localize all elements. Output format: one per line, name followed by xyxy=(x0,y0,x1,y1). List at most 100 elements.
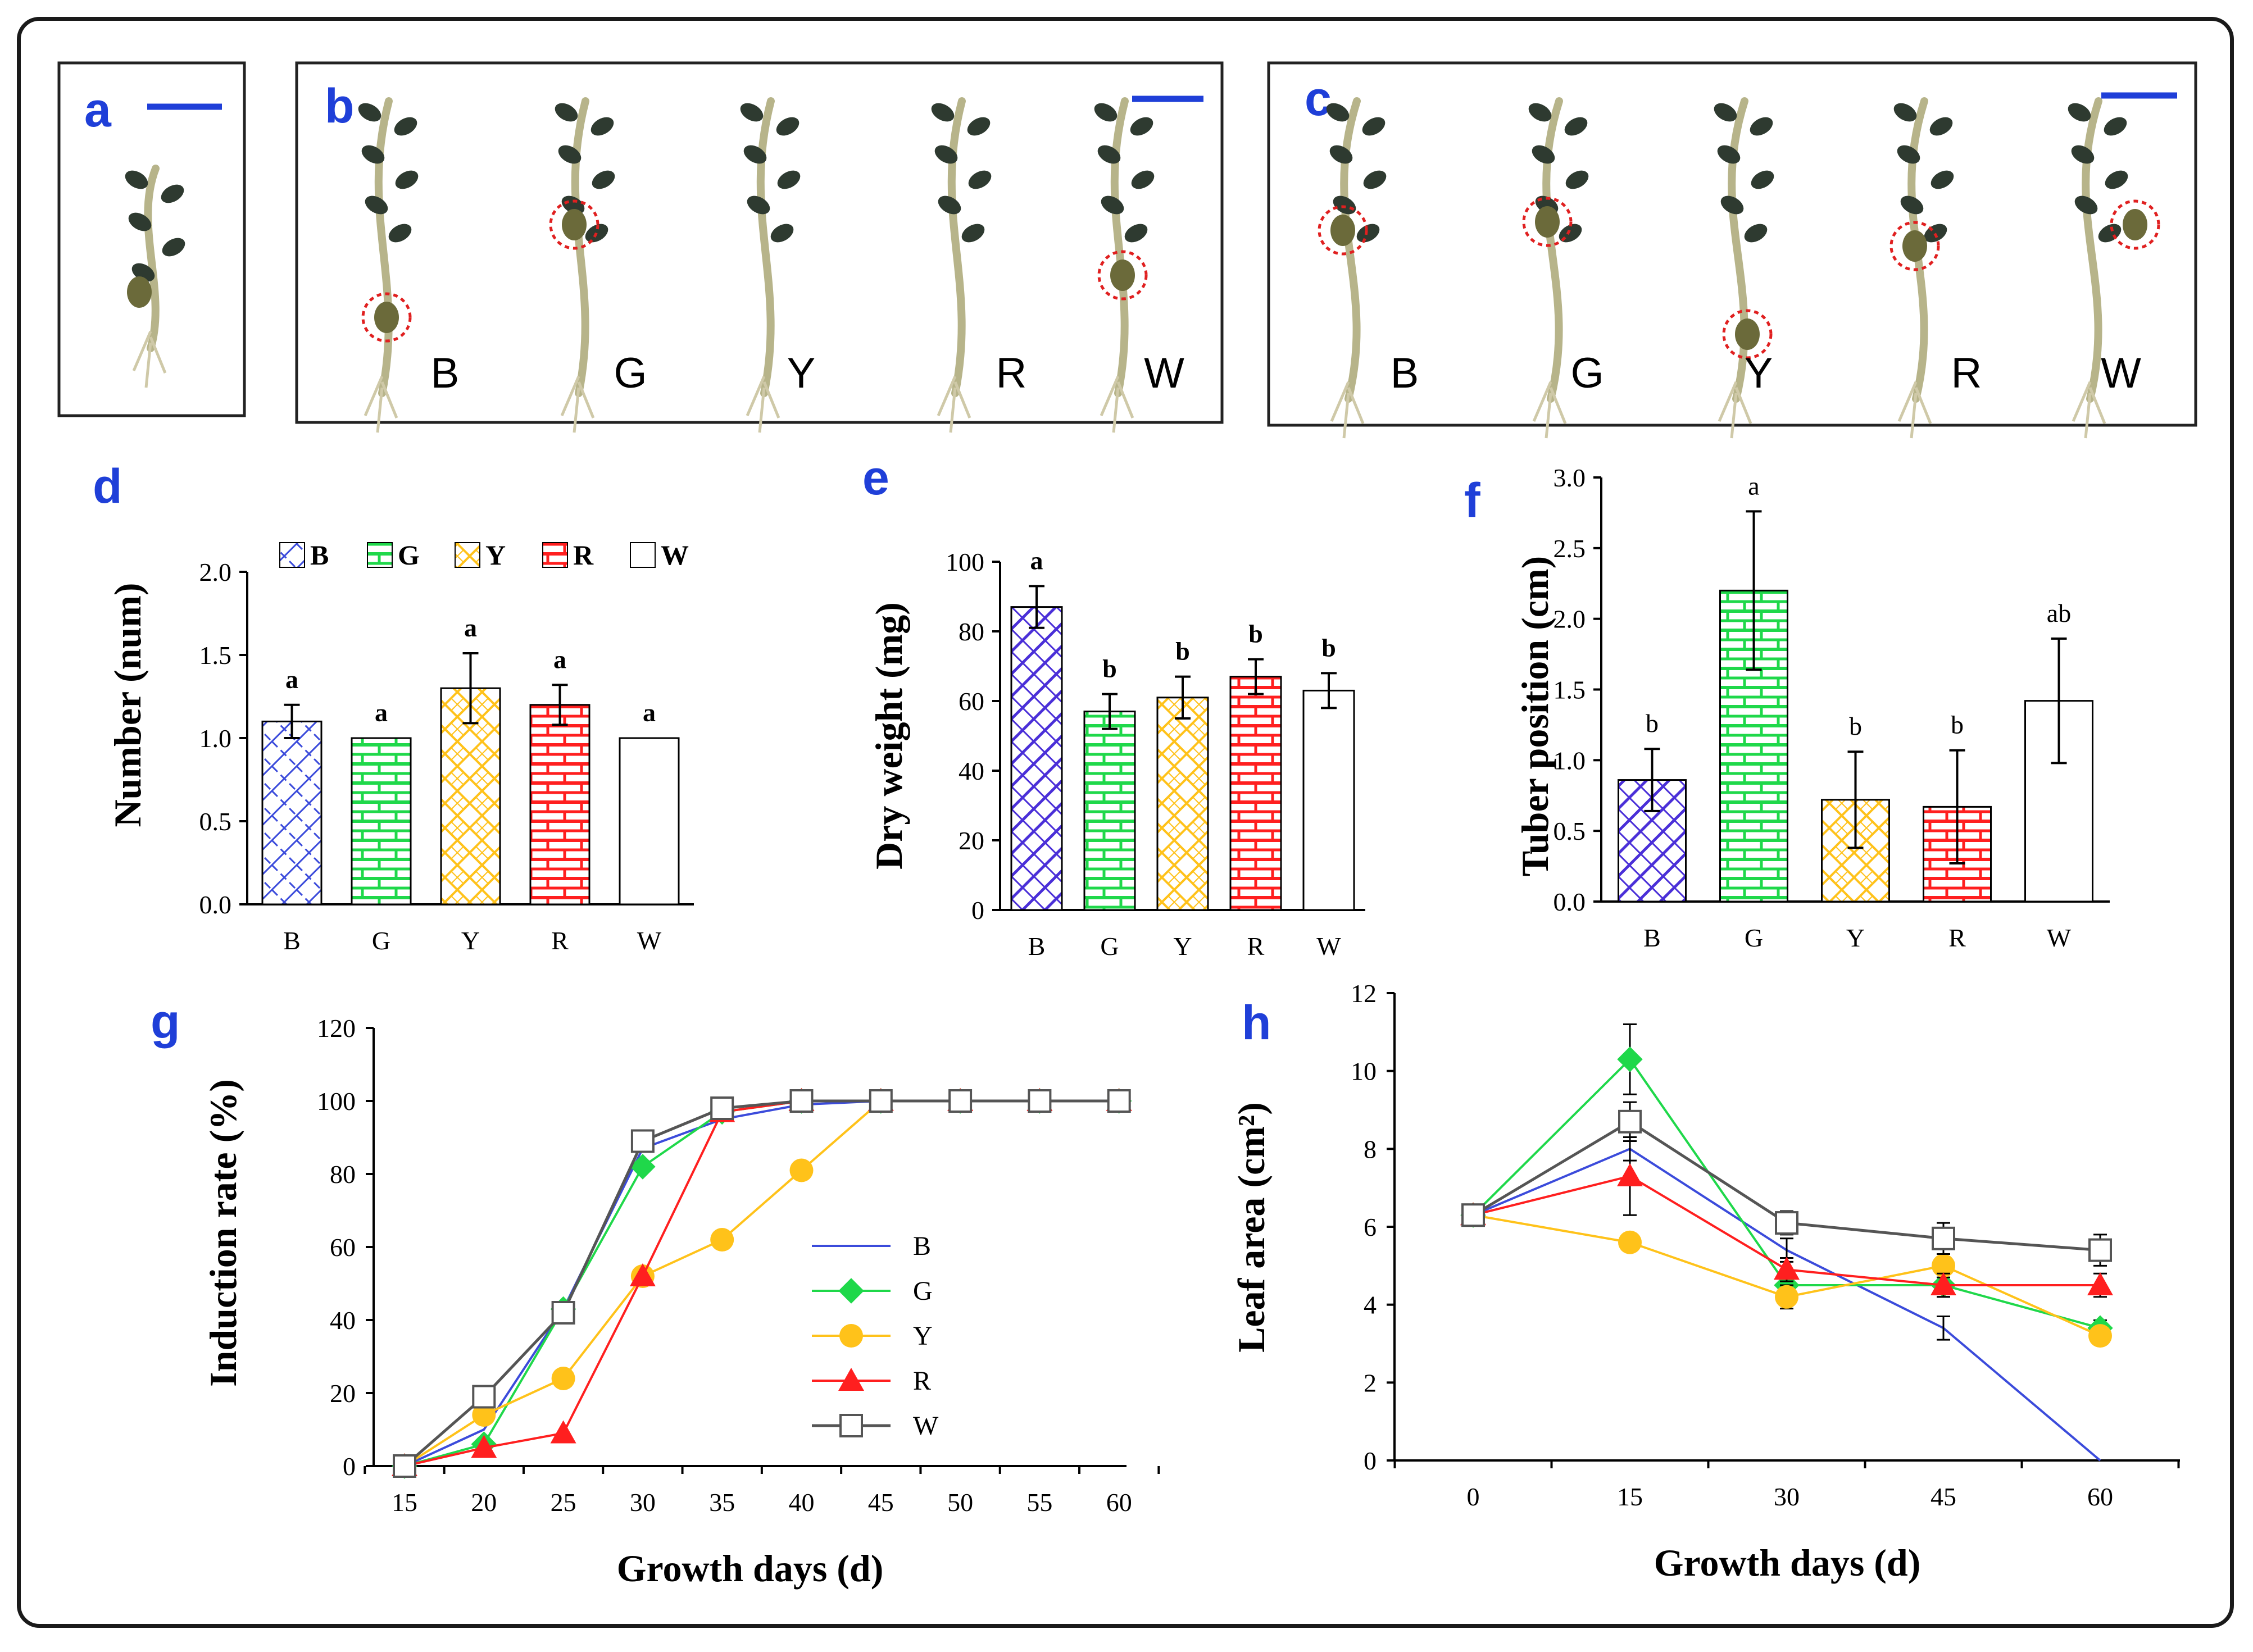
point-W xyxy=(2088,1238,2112,1262)
plant-leaf xyxy=(938,195,961,215)
plant-tuber xyxy=(127,276,152,308)
plant-leaf xyxy=(770,224,794,243)
tuber-highlight-circle xyxy=(1522,197,1573,247)
treatment-label-b-B: B xyxy=(431,349,460,397)
error-bar-R xyxy=(552,684,568,726)
plant-leaf xyxy=(934,145,958,164)
plant-tuber xyxy=(1110,260,1135,291)
x-tick-label: 30 xyxy=(1774,1482,1800,1511)
plant-leaf xyxy=(1532,145,1555,164)
x-tick-label-B: B xyxy=(283,926,301,955)
plant-tuber xyxy=(1902,230,1927,262)
plant-leaf xyxy=(1931,170,1954,189)
significance-Y: a xyxy=(464,613,477,642)
y-tick-label: 40 xyxy=(959,757,984,785)
bar-B xyxy=(1010,606,1063,911)
series-G xyxy=(392,1088,1132,1479)
plant-stem xyxy=(1110,97,1129,397)
y-tick-label: 120 xyxy=(317,1014,356,1043)
plant-tuber xyxy=(374,302,399,333)
plant-roots xyxy=(132,331,167,388)
y-tick-label: 80 xyxy=(330,1160,356,1189)
bar-G xyxy=(351,737,412,905)
series-R xyxy=(392,1088,1132,1476)
significance-G: a xyxy=(375,698,388,727)
y-tick-label: 0.5 xyxy=(199,807,232,836)
plant-leaf xyxy=(1564,117,1588,136)
point-Y xyxy=(710,1228,734,1251)
photo-panel-a xyxy=(57,61,246,417)
series-line-W xyxy=(403,1099,1119,1467)
x-tick-label-Y: Y xyxy=(1173,932,1192,961)
point-Y xyxy=(1618,1230,1642,1254)
point-W xyxy=(393,1454,416,1478)
plant-leaf xyxy=(558,145,582,164)
legend-label-R: R xyxy=(573,539,594,571)
point-W xyxy=(1775,1211,1798,1235)
point-W xyxy=(1618,1109,1642,1134)
series-line-B xyxy=(404,1100,1119,1467)
panel-label-b: b xyxy=(325,79,355,133)
plant-tuber xyxy=(2123,209,2147,240)
plant-leaf xyxy=(967,117,991,136)
plant-roots xyxy=(937,376,971,433)
plant-roots xyxy=(2072,381,2106,439)
plant-leaf xyxy=(1130,117,1153,136)
error-bar-Y xyxy=(1847,750,1864,849)
point-R xyxy=(1617,1163,1643,1186)
panel-label-f: f xyxy=(1464,474,1480,527)
plant-leaf xyxy=(740,103,764,122)
treatment-label-b-G: G xyxy=(614,349,647,397)
y-tick-label: 20 xyxy=(330,1379,356,1408)
plant-leaf xyxy=(394,117,417,136)
x-tick-label-G: G xyxy=(1100,932,1119,961)
point-Y xyxy=(2088,1324,2112,1348)
panel-label-c: c xyxy=(1305,72,1332,126)
point-Y xyxy=(472,1403,496,1427)
y-tick-label: 1.5 xyxy=(1554,676,1586,704)
bar-G xyxy=(1083,711,1136,911)
y-axis-label: Leaf area (cm²) xyxy=(1230,1102,1273,1353)
treatment-label-c-W: W xyxy=(2101,349,2141,397)
bar-Y xyxy=(1156,697,1209,911)
chart-d: 0.0 0.5 1.0 1.5 2.0 a Ba Ga Ya Ra W Number (num) B G Y… xyxy=(106,539,694,955)
error-bar-R xyxy=(1949,749,1965,865)
significance-W: a xyxy=(643,698,656,727)
plant-b-0 xyxy=(358,97,419,433)
plant-leaf xyxy=(1362,117,1386,136)
legend-label-Y: Y xyxy=(485,539,506,571)
x-tick-label-W: W xyxy=(1316,932,1341,961)
y-tick-label: 60 xyxy=(959,687,984,716)
x-tick-label-Y: Y xyxy=(461,926,480,955)
plant-leaf xyxy=(1897,145,1920,164)
plant-tuber xyxy=(1735,318,1760,350)
y-axis-label: Number (num) xyxy=(106,582,149,827)
error-bar-B xyxy=(1029,585,1044,629)
point-W xyxy=(1461,1203,1485,1227)
significance-B: a xyxy=(285,665,298,694)
significance-G: a xyxy=(1748,471,1759,500)
x-tick-label: 45 xyxy=(1931,1482,1956,1511)
error-bar-G xyxy=(1746,510,1762,671)
legend-label-B: B xyxy=(913,1231,931,1261)
x-tick-label: 25 xyxy=(551,1488,576,1517)
x-tick-label: 20 xyxy=(471,1488,497,1517)
x-tick-label-Y: Y xyxy=(1846,923,1865,952)
y-tick-label: 60 xyxy=(330,1233,356,1262)
y-tick-label: 100 xyxy=(946,548,984,576)
chart-h: 0 2 4 6 8 10 12 0 15 30 45 60 Growth days (d) Leaf ar… xyxy=(1230,979,2180,1584)
y-tick-label: 0.0 xyxy=(199,890,232,919)
plant-leaf xyxy=(1751,170,1774,189)
legend-marker-R xyxy=(838,1368,864,1391)
point-Y xyxy=(551,1367,575,1390)
bar-W xyxy=(619,737,680,905)
y-tick-label: 0 xyxy=(971,896,984,925)
plant-leaf xyxy=(777,170,801,189)
x-tick-label-G: G xyxy=(1745,923,1763,952)
legend-swatch-Y xyxy=(455,542,480,568)
plant-roots xyxy=(364,376,398,433)
